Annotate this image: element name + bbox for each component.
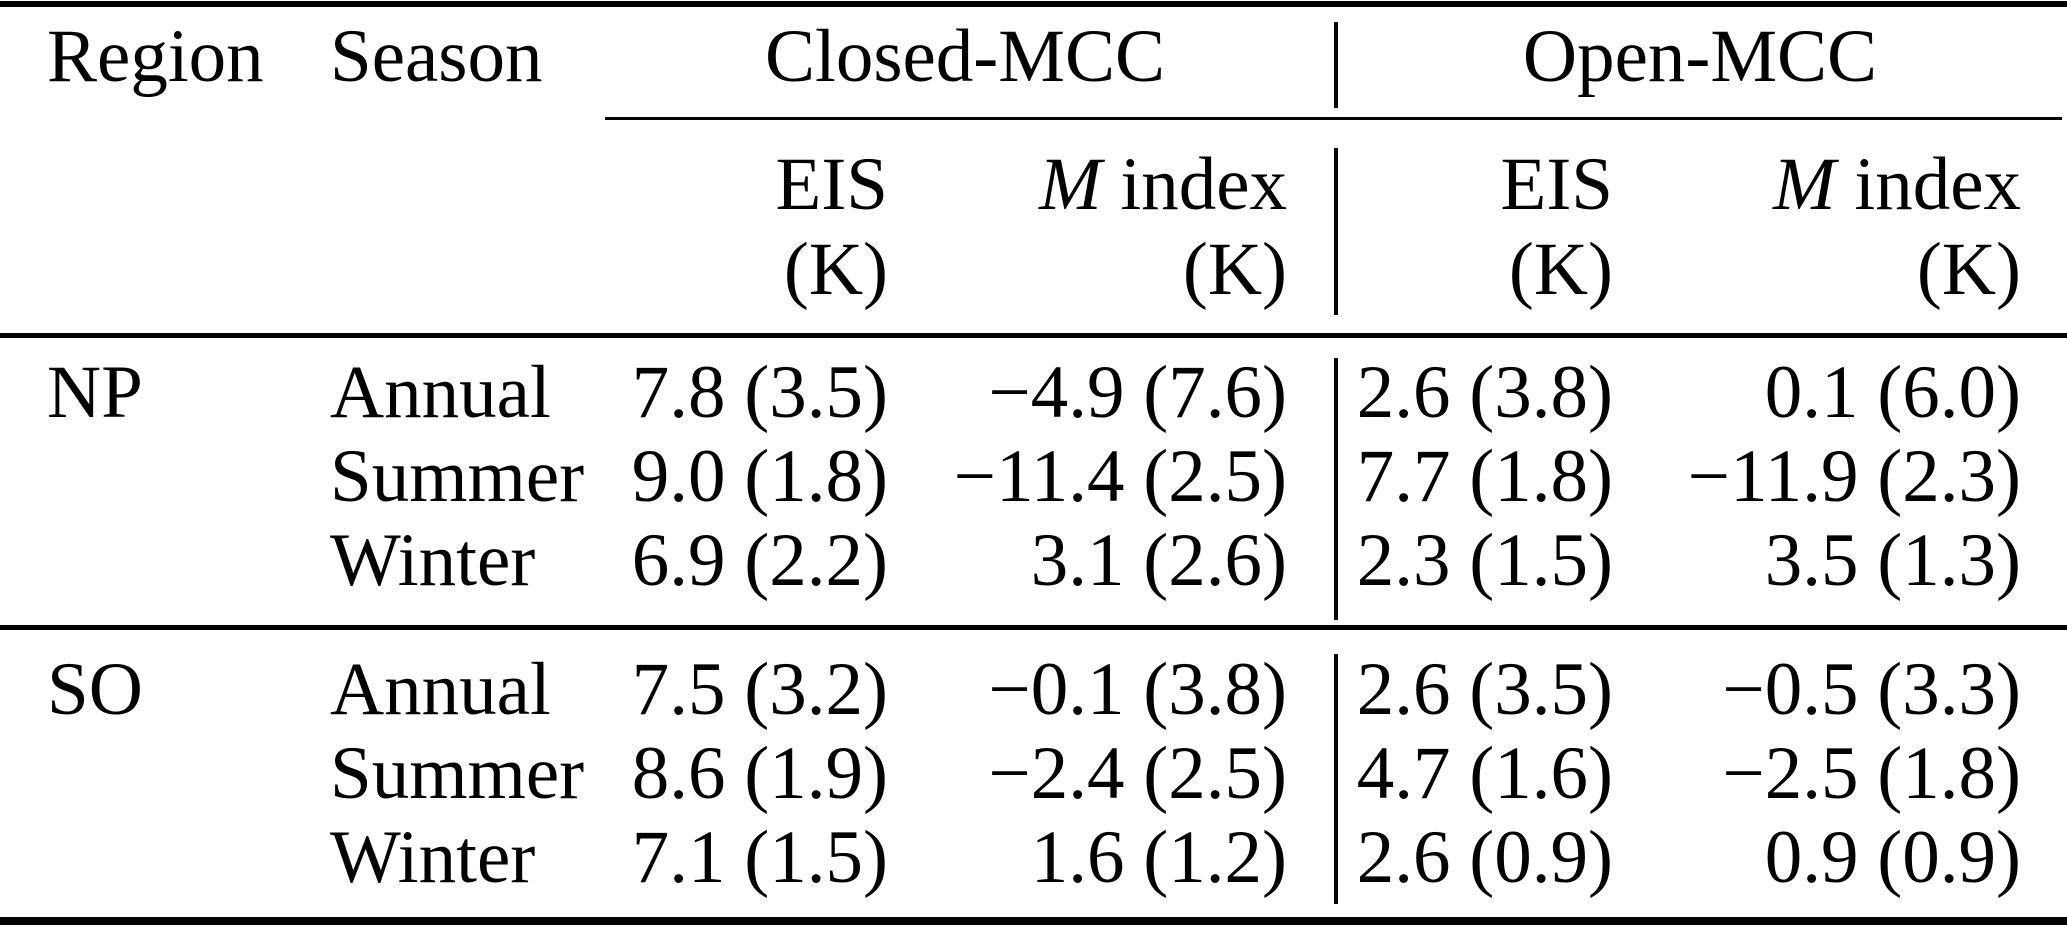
table-row-np-annual: NP Annual 7.8 (3.5) −4.9 (7.6) 2.6 (3.8)…: [0, 355, 2067, 433]
vertical-divider-so-block: [1334, 654, 1338, 904]
top-rule: [0, 1, 2067, 7]
closed-eis-value: 7.5 (3.2): [631, 648, 888, 731]
open-m-index-value: 3.5 (1.3): [1764, 519, 2021, 602]
m-index-symbol: M: [1039, 143, 1102, 226]
season-label: Summer: [330, 435, 585, 518]
closed-eis-value: 8.6 (1.9): [631, 732, 888, 815]
open-m-index-value: −2.5 (1.8): [1722, 732, 2022, 815]
closed-m-index-value: −4.9 (7.6): [988, 351, 1288, 434]
col-group-header-open-mcc: Open-MCC: [1522, 15, 1878, 98]
closed-eis-value: 6.9 (2.2): [631, 519, 888, 602]
closed-eis-value: 7.8 (3.5): [631, 351, 888, 434]
season-label: Winter: [330, 816, 536, 899]
closed-eis-value: 7.1 (1.5): [631, 816, 888, 899]
open-eis-value: 2.6 (0.9): [1356, 816, 1613, 899]
closed-m-index-value: 3.1 (2.6): [1030, 519, 1287, 602]
bottom-rule: [0, 917, 2067, 925]
season-label: Annual: [330, 648, 551, 731]
season-label: Winter: [330, 519, 536, 602]
unit-row: (K) (K) (K) (K): [0, 232, 2067, 310]
m-index-symbol: M: [1773, 143, 1836, 226]
open-m-index-value: −0.5 (3.3): [1722, 648, 2022, 731]
closed-m-index-value: −0.1 (3.8): [988, 648, 1288, 731]
unit-closed-eis: (K): [783, 228, 888, 311]
table-row-so-summer: Summer 8.6 (1.9) −2.4 (2.5) 4.7 (1.6) −2…: [0, 736, 2067, 814]
col-header-season: Season: [330, 15, 543, 98]
np-so-separator-rule: [0, 625, 2067, 630]
open-m-index-value: 0.1 (6.0): [1764, 351, 2021, 434]
closed-m-index-value: −11.4 (2.5): [953, 435, 1287, 518]
closed-m-index-value: 1.6 (1.2): [1030, 816, 1287, 899]
closed-eis-value: 9.0 (1.8): [631, 435, 888, 518]
open-eis-value: 2.3 (1.5): [1356, 519, 1613, 602]
season-label: Summer: [330, 732, 585, 815]
header-row: Region Season Closed-MCC Open-MCC: [0, 19, 2067, 97]
closed-m-index-value: −2.4 (2.5): [988, 732, 1288, 815]
unit-open-eis: (K): [1508, 228, 1613, 311]
table-row-so-annual: SO Annual 7.5 (3.2) −0.1 (3.8) 2.6 (3.5)…: [0, 652, 2067, 730]
table-row-so-winter: Winter 7.1 (1.5) 1.6 (1.2) 2.6 (0.9) 0.9…: [0, 820, 2067, 898]
vertical-divider-header: [1334, 22, 1338, 108]
m-index-word: index: [1120, 143, 1287, 226]
unit-open-m-index: (K): [1916, 228, 2021, 311]
region-label: SO: [47, 648, 143, 731]
open-m-index-value: 0.9 (0.9): [1764, 816, 2021, 899]
m-index-word: index: [1854, 143, 2021, 226]
open-eis-value: 2.6 (3.5): [1356, 648, 1613, 731]
open-eis-value: 2.6 (3.8): [1356, 351, 1613, 434]
subheader-closed-eis: EIS: [775, 143, 889, 226]
col-group-header-closed-mcc: Closed-MCC: [764, 15, 1166, 98]
season-label: Annual: [330, 351, 551, 434]
region-label: NP: [47, 351, 143, 434]
open-eis-value: 4.7 (1.6): [1356, 732, 1613, 815]
unit-closed-m-index: (K): [1182, 228, 1287, 311]
vertical-divider-np-block: [1334, 358, 1338, 620]
vertical-divider-subheader: [1334, 148, 1338, 315]
table-row-np-summer: Summer 9.0 (1.8) −11.4 (2.5) 7.7 (1.8) −…: [0, 439, 2067, 517]
open-eis-value: 7.7 (1.8): [1356, 435, 1613, 518]
header-body-separator-rule: [0, 333, 2067, 338]
open-m-index-value: −11.9 (2.3): [1687, 435, 2021, 518]
table-row-np-winter: Winter 6.9 (2.2) 3.1 (2.6) 2.3 (1.5) 3.5…: [0, 523, 2067, 601]
column-group-underline-rule: [605, 117, 2062, 120]
subheader-open-eis: EIS: [1500, 143, 1614, 226]
col-header-region: Region: [47, 15, 264, 98]
